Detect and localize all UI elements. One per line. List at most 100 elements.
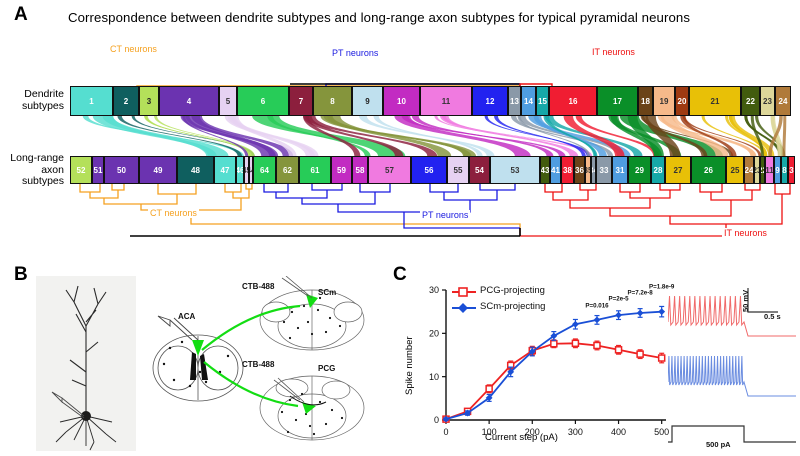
axon-subtype-41[interactable]: 41	[550, 156, 561, 184]
dendrite-subtype-13[interactable]: 13	[508, 86, 521, 116]
dendrite-subtype-10[interactable]: 10	[383, 86, 420, 116]
scalebar-time-label: 0.5 s	[764, 312, 781, 321]
axon-subtype-55[interactable]: 55	[447, 156, 469, 184]
axon-subtype-48[interactable]: 48	[177, 156, 214, 184]
dendrite-subtype-1[interactable]: 1	[70, 86, 113, 116]
dendrite-subtype-20[interactable]: 20	[675, 86, 689, 116]
dendrite-subtype-17[interactable]: 17	[597, 86, 638, 116]
axon-subtype-label: 26	[704, 165, 713, 175]
dendrite-subtype-12[interactable]: 12	[472, 86, 508, 116]
bottom-dendrogram	[79, 184, 791, 237]
axon-subtype-28[interactable]: 28	[651, 156, 665, 184]
axon-subtype-43[interactable]: 43	[540, 156, 550, 184]
sankey-ribbon	[671, 116, 756, 156]
axon-subtype-3[interactable]: 3	[788, 156, 795, 184]
axon-subtype-49[interactable]: 49	[139, 156, 177, 184]
dendrite-subtype-16[interactable]: 16	[549, 86, 597, 116]
axon-subtype-59[interactable]: 59	[331, 156, 352, 184]
sankey-ribbon	[227, 116, 319, 156]
axon-subtype-54[interactable]: 54	[469, 156, 490, 184]
chart-pvalue-annotation: P=0.016	[585, 302, 609, 309]
dendrite-subtype-4[interactable]: 4	[159, 86, 219, 116]
axon-subtype-label: 41	[551, 165, 560, 175]
legend-label-scm: SCm-projecting	[480, 301, 546, 312]
axon-subtype-label: 31	[615, 165, 625, 175]
axon-subtype-64[interactable]: 64	[253, 156, 276, 184]
axon-subtype-47[interactable]: 47	[214, 156, 236, 184]
axon-subtype-56[interactable]: 56	[411, 156, 447, 184]
axon-subtype-36[interactable]: 36	[574, 156, 585, 184]
axon-subtype-label: 29	[635, 165, 644, 175]
sankey-ribbon	[394, 116, 531, 156]
dendrite-subtype-2[interactable]: 2	[113, 86, 139, 116]
dendrite-subtype-24[interactable]: 24	[775, 86, 791, 116]
dendrite-subtype-18[interactable]: 18	[638, 86, 653, 116]
sankey-ribbon	[750, 116, 764, 156]
axon-subtype-50[interactable]: 50	[104, 156, 139, 184]
dendrite-subtype-5[interactable]: 5	[219, 86, 237, 116]
dendrite-subtype-21[interactable]: 21	[689, 86, 741, 116]
chart-marker	[550, 332, 558, 340]
axon-subtype-29[interactable]: 29	[628, 156, 651, 184]
axon-subtype-8[interactable]: 8	[781, 156, 788, 184]
dendrite-subtype-label: 13	[510, 96, 519, 106]
axon-subtype-25[interactable]: 25	[726, 156, 744, 184]
axon-subtype-label: 3	[789, 165, 794, 175]
dendrite-subtype-23[interactable]: 23	[760, 86, 775, 116]
dendrite-subtype-9[interactable]: 9	[352, 86, 383, 116]
dendrite-subtype-label: 7	[298, 96, 304, 106]
axon-subtype-9[interactable]: 9	[774, 156, 781, 184]
chart-marker	[593, 341, 601, 350]
label-scm: SCm	[318, 288, 337, 297]
axon-subtype-46[interactable]: 46	[236, 156, 244, 184]
axon-subtype-52[interactable]: 52	[70, 156, 92, 184]
dendrite-subtype-8[interactable]: 8	[313, 86, 352, 116]
axon-subtype-label: 11	[765, 165, 774, 175]
sankey-ribbon	[440, 116, 579, 156]
chart-legend-markers	[452, 287, 476, 313]
dendrite-subtype-7[interactable]: 7	[289, 86, 313, 116]
chart-pvalue-annotation: P=7.2e-8	[627, 289, 653, 296]
chart-ytick-label: 20	[429, 329, 439, 339]
axon-subtype-62[interactable]: 62	[276, 156, 299, 184]
axon-subtype-31[interactable]: 31	[612, 156, 628, 184]
axon-subtype-38[interactable]: 38	[561, 156, 574, 184]
dendrite-subtype-14[interactable]: 14	[521, 86, 536, 116]
dendrite-subtype-label: 11	[441, 96, 451, 106]
dendrite-subtype-11[interactable]: 11	[420, 86, 472, 116]
sankey-ribbon	[701, 116, 767, 156]
axon-subtype-26[interactable]: 26	[691, 156, 726, 184]
axon-subtype-61[interactable]: 61	[299, 156, 331, 184]
axon-subtype-label: 43	[540, 165, 550, 175]
sankey-ribbon	[434, 116, 590, 156]
axon-subtype-58[interactable]: 58	[352, 156, 368, 184]
chart-marker	[507, 368, 515, 376]
axon-subtype-label: 8	[782, 165, 787, 175]
trace-scm-projecting	[668, 355, 796, 397]
axon-subtype-11[interactable]: 11	[765, 156, 774, 184]
dendrite-subtype-3[interactable]: 3	[139, 86, 159, 116]
axon-subtype-53[interactable]: 53	[490, 156, 540, 184]
axon-subtype-57[interactable]: 57	[368, 156, 411, 184]
sankey-ribbon	[185, 116, 276, 156]
sankey-ribbon	[755, 116, 786, 156]
axon-subtype-51[interactable]: 51	[92, 156, 104, 184]
sankey-ribbon	[660, 116, 729, 156]
axon-subtype-label: 53	[510, 165, 520, 175]
panel-a-letter: A	[14, 4, 28, 25]
sankey-ribbon	[682, 116, 762, 156]
dendrite-subtype-6[interactable]: 6	[237, 86, 289, 116]
dendrite-subtype-19[interactable]: 19	[653, 86, 675, 116]
sankey-ribbon	[305, 116, 438, 156]
axon-subtype-27[interactable]: 27	[665, 156, 691, 184]
chart-series-line-1	[445, 310, 662, 420]
dendrite-subtype-22[interactable]: 22	[741, 86, 760, 116]
axon-subtype-24[interactable]: 24	[744, 156, 754, 184]
chart-xlabel: Current step (pA)	[485, 432, 558, 443]
chart-marker	[571, 339, 580, 348]
axon-subtype-label: 48	[191, 165, 200, 175]
axon-subtype-33[interactable]: 33	[596, 156, 612, 184]
dendrite-subtype-15[interactable]: 15	[536, 86, 549, 116]
chart-marker	[615, 311, 622, 319]
axon-subtype-label: 50	[117, 165, 126, 175]
